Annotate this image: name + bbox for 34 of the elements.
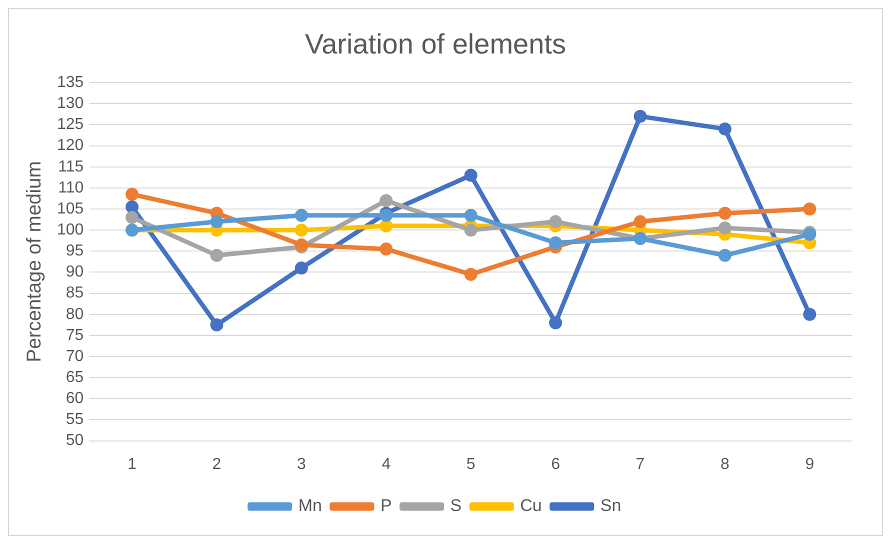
legend-label: Sn <box>600 496 622 516</box>
chart-title: Variation of elements <box>305 28 566 60</box>
y-tick-label: 85 <box>66 284 84 302</box>
x-tick-label: 1 <box>128 456 137 473</box>
y-tick-label: 120 <box>56 137 84 154</box>
y-tick-label: 110 <box>58 179 84 196</box>
y-tick-label: 135 <box>56 74 84 92</box>
x-tick-label: 4 <box>382 456 391 473</box>
x-tick-label: 3 <box>296 456 306 473</box>
y-tick-label: 105 <box>56 200 84 218</box>
x-tick-label: 6 <box>551 456 560 473</box>
y-tick-label: 75 <box>66 326 84 344</box>
y-tick-label: 50 <box>66 432 84 450</box>
legend-label: Mn <box>298 496 322 516</box>
y-tick-label: 90 <box>66 264 84 281</box>
y-tick-label: 95 <box>66 242 84 260</box>
y-tick-label: 130 <box>56 95 84 112</box>
y-tick-label: 70 <box>66 348 84 365</box>
legend-label: P <box>380 496 392 516</box>
y-tick-label: 80 <box>66 306 84 323</box>
y-tick-label: 125 <box>56 116 84 134</box>
x-tick-label: 9 <box>805 456 814 473</box>
x-tick-label: 8 <box>720 456 730 473</box>
y-tick-label: 115 <box>58 158 84 176</box>
x-tick-label: 2 <box>212 456 222 473</box>
y-tick-label: 100 <box>56 222 84 238</box>
x-tick-label: 7 <box>636 456 645 473</box>
y-axis-title: Percentage of medium <box>24 161 46 362</box>
legend-label: S <box>450 496 462 516</box>
legend-label: Cu <box>520 496 542 516</box>
y-tick-label: 65 <box>66 368 84 386</box>
y-tick-label: 55 <box>66 411 84 428</box>
x-tick-label: 5 <box>466 456 476 473</box>
y-tick-label: 60 <box>66 390 84 408</box>
